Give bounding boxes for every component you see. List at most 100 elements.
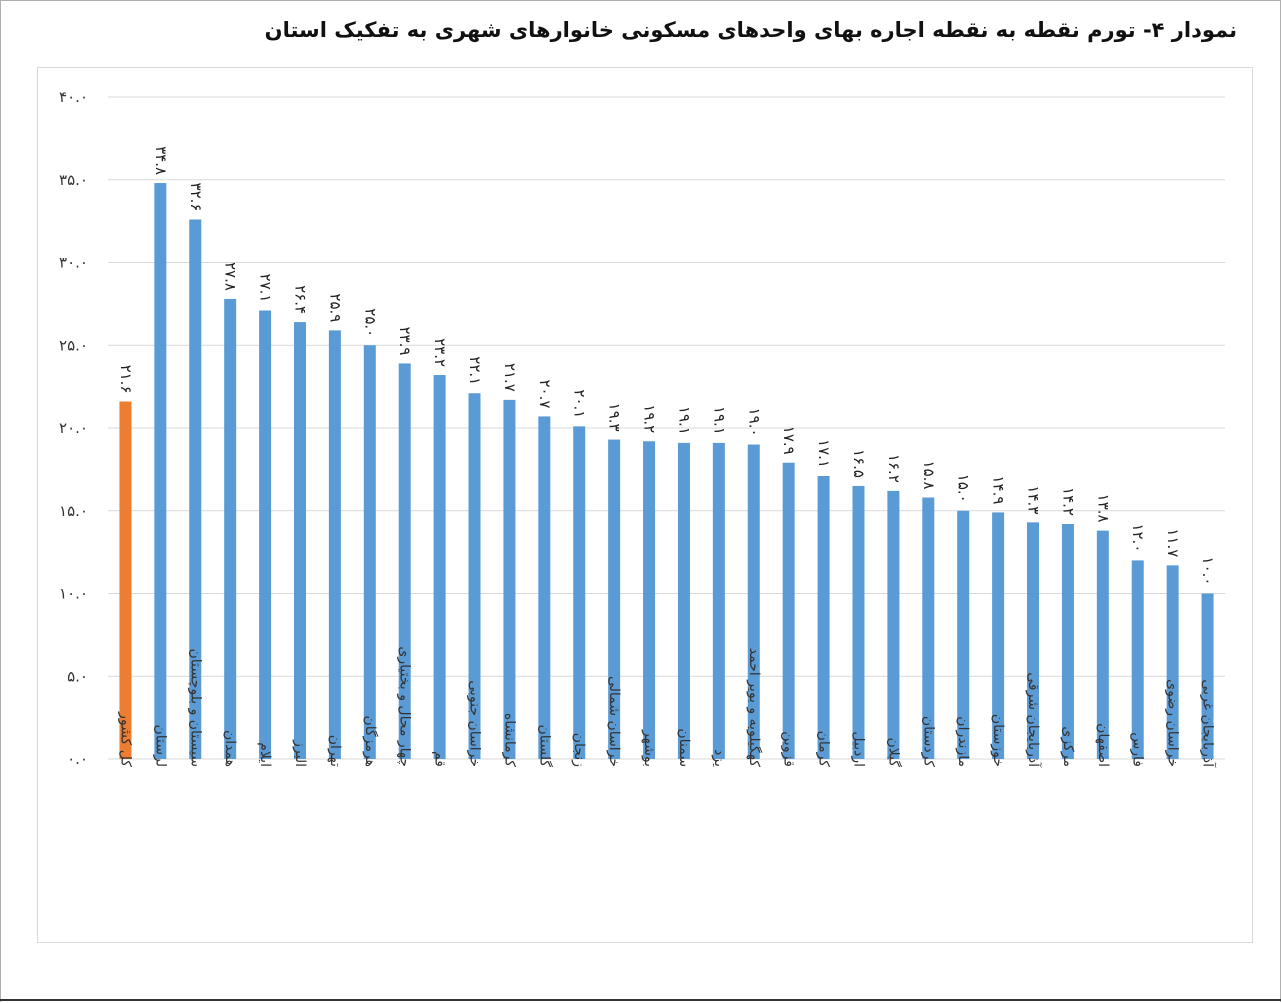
bar [468,393,481,759]
x-category-label: چهار محال و بختیاری [397,646,413,767]
x-category-label: خوزستان [990,714,1006,767]
x-category-label: مازندران [955,716,971,767]
bar [1096,530,1109,759]
y-tick-label: ۲۰.۰ [59,419,88,437]
y-tick-label: ۳۵.۰ [59,171,88,189]
data-label: ۲۱.۶ [117,365,135,394]
chart-title: نمودار ۴- تورم نقطه به نقطه اجاره بهای و… [264,18,1237,42]
data-label: ۳۲.۶ [187,183,205,212]
x-category-label: اصفهان [1095,723,1111,767]
bar [398,363,411,759]
data-labels: ۲۱.۶ ۳۴.۸ ۳۲.۶ ۲۷.۸ ۲۷.۱ ۲۶.۴ ۲۵.۹ ۲۵.۰ ۲۳.۹ ۲۳.۲… [117,146,1217,585]
data-label: ۱۶.۵ [850,449,868,478]
bar [922,497,935,759]
bar [433,375,446,759]
bar [887,490,900,759]
data-label: ۲۰.۷ [536,379,554,408]
data-label: ۱۵.۸ [920,461,938,490]
x-category-label: اردبیل [850,731,866,767]
bar [852,485,865,759]
y-tick-label: ۰.۰ [67,750,88,768]
bar [503,399,516,759]
bar [782,462,795,759]
data-label: ۱۴.۲ [1059,487,1077,516]
x-category-label: ایلام [257,742,273,767]
data-label: ۱۷.۹ [780,426,798,455]
x-category-label: قزوین [781,731,797,767]
x-category-label: فارس [1130,732,1146,767]
data-label: ۱۳.۸ [1094,494,1112,523]
bar [992,512,1005,759]
bar [293,322,306,759]
x-category-label: سمنان [676,728,692,767]
x-category-label: زنجان [571,733,587,767]
data-label: ۱۴.۳ [1025,485,1043,514]
x-category-label: کردستان [920,716,936,767]
bar [1201,593,1214,759]
x-category-label: البرز [292,739,308,767]
x-category-label: کهگیلویه و بویر احمد [746,648,763,768]
y-tick-label: ۲۵.۰ [59,336,88,354]
x-category-label: گلستان [536,724,553,767]
x-category-label: قم [432,751,448,767]
bar [712,442,725,759]
bar [259,310,272,759]
bar [573,426,586,759]
data-label: ۲۵.۹ [326,293,344,322]
data-label: ۲۲.۱ [466,356,484,385]
bars [119,183,1214,760]
y-axis-tick-labels: ۰.۰ ۵.۰ ۱۰.۰ ۱۵.۰ ۲۰.۰ ۲۵.۰ ۳۰.۰ ۳۵.۰ ۴۰.۰ [59,88,88,768]
data-label: ۱۷.۱ [815,439,833,468]
x-category-label: لرستان [152,725,168,768]
x-category-label: یزد [711,749,727,767]
bar [643,441,656,759]
bar [1131,560,1144,759]
data-label: ۱۹.۰ [745,408,763,437]
x-category-label: کرمان [816,731,832,768]
x-category-label: خراسان جنوبی [467,680,483,767]
bar [1166,565,1179,759]
bottom-rule [0,999,1281,1001]
data-label: ۱۱.۷ [1164,528,1182,557]
bar [677,442,690,759]
data-label: ۱۹.۱ [675,406,693,435]
data-label: ۲۵.۰ [361,308,379,337]
x-category-label: کل کشور [117,711,133,767]
bar [328,330,341,759]
bar [224,298,237,759]
y-tick-label: ۱۵.۰ [59,502,88,520]
bar [538,416,551,759]
x-axis-category-labels: کل کشور لرستان سیستان و بلوچستان همدان ایلام… [117,646,1216,768]
data-label: ۱۶.۲ [885,454,903,483]
data-label: ۲۶.۴ [291,285,309,314]
bar [119,401,132,759]
data-label: ۲۳.۲ [431,338,449,367]
bar [817,475,830,759]
data-label: ۲۷.۸ [222,262,240,291]
data-label: ۳۴.۸ [152,146,170,175]
bar [747,444,760,759]
bar [1061,523,1074,759]
bar [363,345,376,759]
data-label: ۱۰.۰ [1199,557,1217,586]
x-category-label: آذربایجان غربی [1200,679,1217,768]
y-tick-label: ۵.۰ [67,667,88,685]
bar [608,439,621,759]
x-category-label: خراسان شمالی [606,676,622,767]
data-label: ۱۹.۳ [606,403,624,432]
data-label: ۲۷.۱ [257,274,275,303]
y-tick-label: ۴۰.۰ [59,88,88,106]
data-label: ۲۱.۷ [501,363,519,392]
x-category-label: گیلان [885,737,902,767]
gridlines [108,96,1225,760]
bar [154,183,167,759]
data-label: ۱۴.۹ [990,475,1008,504]
data-label: ۱۵.۰ [955,474,973,503]
data-label: ۲۰.۱ [571,389,589,418]
bar [189,219,202,760]
x-category-label: خراسان رضوی [1165,679,1181,767]
x-category-label: تهران [327,735,343,767]
y-tick-label: ۳۰.۰ [59,254,88,272]
x-category-label: هرمزگان [362,715,379,767]
